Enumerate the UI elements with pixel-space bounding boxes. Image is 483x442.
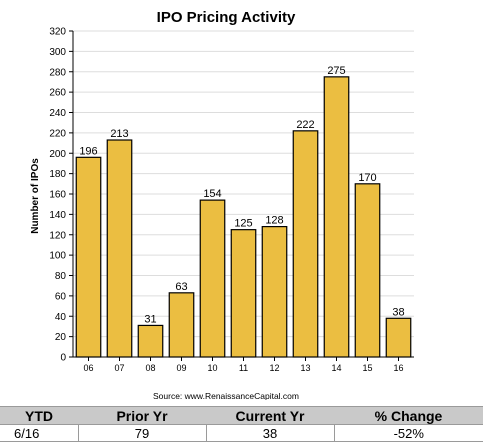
y-tick-label: 300 — [49, 47, 66, 58]
x-tick-label: 07 — [114, 363, 124, 373]
data-label-16: 38 — [392, 306, 404, 318]
cell-pct-change: -52% — [333, 424, 483, 442]
y-tick-label: 320 — [49, 27, 66, 38]
x-axis-ticks: 06 07 08 09 10 11 12 13 14 15 16 — [83, 357, 404, 373]
y-axis-ticks: 0 20 40 60 80 100 120 140 160 180 200 220 240 260 280 3… — [49, 27, 73, 364]
x-tick-label: 11 — [239, 363, 248, 373]
y-tick-label: 100 — [49, 251, 66, 262]
x-tick-label: 13 — [300, 363, 310, 373]
cell-current-yr: 38 — [205, 424, 334, 442]
bar-12 — [261, 226, 288, 358]
data-label-07: 213 — [110, 128, 128, 140]
x-tick-label: 15 — [362, 363, 372, 373]
y-tick-label: 0 — [60, 353, 66, 364]
bar-06 — [75, 156, 102, 358]
x-tick-label: 10 — [207, 363, 217, 373]
bar-08 — [137, 324, 164, 358]
header-pct-change: % Change — [334, 406, 483, 425]
data-label-13: 222 — [296, 119, 314, 131]
bar-10 — [199, 199, 226, 358]
bars: 196 213 31 63 154 125 128 222 275 170 38 — [75, 65, 412, 358]
y-tick-label: 40 — [55, 312, 67, 323]
y-tick-label: 200 — [49, 149, 66, 160]
cell-prior-yr: 79 — [77, 424, 206, 442]
data-label-10: 154 — [203, 188, 221, 200]
bar-16 — [385, 317, 412, 358]
data-label-09: 63 — [175, 281, 187, 293]
y-tick-label: 60 — [55, 291, 67, 302]
x-tick-label: 08 — [145, 363, 155, 373]
data-label-11: 125 — [234, 218, 252, 230]
summary-data-row: 6/16 79 38 -52% — [0, 424, 483, 442]
header-prior-yr: Prior Yr — [78, 406, 206, 425]
y-tick-label: 240 — [49, 108, 66, 119]
summary-header-row: YTD Prior Yr Current Yr % Change — [0, 406, 483, 425]
bar-14 — [323, 76, 350, 358]
bar-07 — [106, 139, 133, 358]
y-tick-label: 180 — [49, 169, 66, 180]
chart-title: IPO Pricing Activity — [157, 9, 296, 26]
cell-ytd: 6/16 — [0, 424, 78, 442]
source-note: Source: www.RenaissanceCapital.com — [153, 391, 299, 400]
data-label-06: 196 — [79, 145, 97, 157]
y-tick-label: 140 — [49, 210, 66, 221]
bar-13 — [292, 130, 319, 358]
header-ytd: YTD — [0, 406, 78, 425]
y-tick-label: 20 — [55, 332, 67, 343]
y-tick-label: 260 — [49, 88, 66, 99]
bar-11 — [230, 229, 257, 358]
chart: IPO Pricing Activity 0 20 40 60 80 100 120 140 1… — [30, 9, 414, 400]
x-tick-label: 09 — [176, 363, 186, 373]
y-tick-label: 220 — [49, 128, 66, 139]
x-tick-label: 12 — [269, 363, 279, 373]
y-tick-label: 120 — [49, 230, 66, 241]
data-label-12: 128 — [265, 215, 283, 227]
bar-15 — [354, 183, 381, 358]
y-tick-label: 160 — [49, 190, 66, 201]
header-current-yr: Current Yr — [206, 406, 334, 425]
y-tick-label: 280 — [49, 67, 66, 78]
x-tick-label: 16 — [393, 363, 403, 373]
data-label-08: 31 — [144, 313, 156, 325]
x-tick-label: 14 — [331, 363, 341, 373]
y-axis-title: Number of IPOs — [30, 158, 41, 234]
x-tick-label: 06 — [83, 363, 93, 373]
data-label-14: 275 — [327, 65, 345, 77]
y-tick-label: 80 — [55, 271, 67, 282]
ytd-summary-table: YTD Prior Yr Current Yr % Change 6/16 79… — [0, 406, 483, 442]
data-label-15: 170 — [358, 172, 376, 184]
bar-09 — [168, 292, 195, 358]
